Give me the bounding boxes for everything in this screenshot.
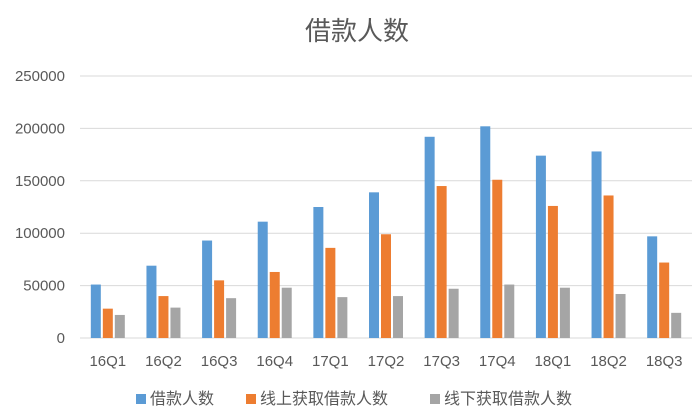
x-tick-label: 16Q2 [145, 353, 182, 370]
x-tick-label: 16Q3 [201, 353, 238, 370]
bar-16Q4-s1 [269, 271, 280, 338]
bar-18Q2-s0 [591, 151, 602, 338]
bar-16Q3-s2 [226, 298, 237, 338]
bar-18Q2-s1 [603, 195, 614, 338]
x-tick-label: 18Q2 [590, 353, 627, 370]
bar-16Q1-s1 [102, 308, 113, 338]
bar-17Q2-s0 [369, 192, 379, 338]
legend-label: 线下获取借款人数 [444, 389, 572, 408]
y-axis: 0 50000 100000 150000 200000 250000 [15, 68, 65, 347]
bars [90, 126, 682, 338]
bar-17Q4-s0 [480, 126, 491, 338]
bar-17Q4-s1 [492, 179, 503, 338]
bar-18Q1-s2 [559, 287, 570, 338]
y-tick-label: 200000 [15, 120, 65, 137]
x-tick-label: 18Q3 [646, 353, 683, 370]
bar-17Q4-s2 [504, 284, 515, 338]
bar-18Q1-s0 [535, 155, 546, 338]
legend-label: 线上获取借款人数 [260, 389, 388, 408]
x-tick-label: 17Q4 [479, 353, 516, 370]
bar-18Q3-s0 [647, 236, 658, 338]
bar-16Q2-s2 [170, 307, 181, 338]
bar-16Q4-s2 [281, 287, 292, 338]
bar-16Q2-s1 [158, 296, 169, 338]
y-tick-label: 250000 [15, 68, 65, 85]
x-tick-label: 16Q1 [89, 353, 126, 370]
bar-16Q1-s0 [90, 284, 101, 338]
bar-16Q3-s0 [202, 240, 213, 338]
legend-swatch [246, 394, 256, 404]
bar-18Q3-s2 [671, 312, 682, 338]
bar-17Q1-s2 [337, 297, 348, 338]
bar-17Q2-s2 [393, 296, 403, 338]
x-tick-label: 18Q1 [535, 353, 572, 370]
bar-17Q3-s2 [448, 288, 459, 338]
legend: 借款人数 线上获取借款人数 线下获取借款人数 [136, 389, 572, 408]
legend-swatch [430, 394, 440, 404]
x-tick-label: 17Q2 [368, 353, 405, 370]
x-tick-label: 17Q3 [423, 353, 460, 370]
y-tick-label: 150000 [15, 173, 65, 190]
bar-16Q2-s0 [146, 265, 157, 338]
x-axis: 16Q1 16Q2 16Q3 16Q4 17Q1 17Q2 17Q3 17Q4 18Q1 18Q2… [89, 353, 682, 370]
y-tick-label: 50000 [23, 278, 65, 295]
x-tick-label: 17Q1 [312, 353, 349, 370]
bar-17Q1-s1 [325, 247, 336, 338]
y-tick-label: 0 [57, 330, 65, 347]
gridlines [80, 75, 692, 339]
bar-16Q1-s2 [114, 314, 125, 338]
chart-title: 借款人数 [305, 17, 409, 47]
bar-17Q2-s1 [381, 234, 391, 338]
x-tick-label: 16Q4 [256, 353, 293, 370]
bar-16Q4-s0 [257, 221, 268, 338]
bar-18Q2-s2 [615, 293, 626, 338]
bar-16Q3-s1 [214, 280, 225, 338]
y-tick-label: 100000 [15, 225, 65, 242]
bar-18Q1-s1 [547, 205, 558, 338]
bar-17Q1-s0 [313, 207, 324, 338]
bar-17Q3-s1 [436, 186, 447, 338]
bar-17Q3-s0 [424, 136, 435, 338]
legend-swatch [136, 394, 146, 404]
bar-18Q3-s1 [659, 262, 670, 338]
legend-label: 借款人数 [150, 389, 214, 408]
